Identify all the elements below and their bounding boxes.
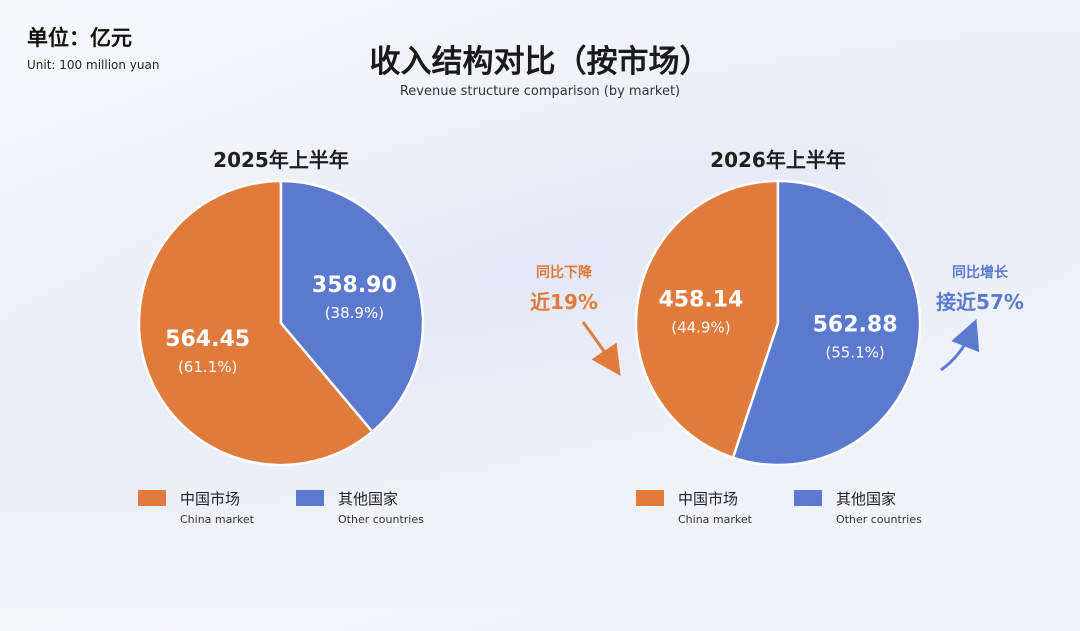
page-subtitle: Revenue structure comparison (by market) — [399, 84, 681, 99]
legend-label-cn: 其他国家 — [836, 490, 897, 508]
legend-swatch-china — [138, 490, 166, 506]
legend-swatch-china — [636, 490, 664, 506]
pie-slice-china — [137, 179, 375, 467]
legend-label-en: China market — [678, 513, 752, 526]
legend-other-2026: 其他国家 Other countries — [794, 488, 922, 526]
pie-slice-china — [634, 179, 780, 460]
data-label-percent: (44.9%) — [671, 318, 730, 336]
page-title: 收入结构对比（按市场） — [369, 44, 711, 80]
decline-line1: 同比下降 — [536, 265, 592, 281]
decline-line2: 近19% — [530, 290, 598, 314]
chart-title-2026: 2026年上半年 — [710, 148, 846, 172]
data-label-value: 458.14 — [658, 287, 743, 312]
unit-cn: 单位：亿元 — [27, 26, 132, 50]
data-label-percent: (55.1%) — [825, 344, 884, 362]
legend-label-en: China market — [180, 513, 254, 526]
data-label-value: 564.45 — [165, 327, 250, 352]
legend-label-cn: 中国市场 — [678, 490, 739, 508]
legend-label-cn: 其他国家 — [338, 490, 399, 508]
growth-annotation: 同比增长 接近57% — [928, 262, 1032, 315]
data-label-value: 358.90 — [312, 273, 397, 298]
decline-arrow — [581, 321, 621, 376]
legend-other-2025: 其他国家 Other countries — [296, 488, 424, 526]
pie-2025: 564.45 (61.1%) 358.90 (38.9%) — [137, 179, 425, 467]
data-label-percent: (61.1%) — [178, 358, 237, 376]
unit-en: Unit: 100 million yuan — [27, 58, 160, 72]
legend-label-en: Other countries — [338, 513, 424, 526]
pie-2026: 458.14 (44.9%) 562.88 (55.1%) — [634, 179, 922, 467]
growth-line1: 同比增长 — [952, 265, 1008, 281]
pie-charts: 564.45 (61.1%) 358.90 (38.9%) 458.14 (44.9%)… — [137, 179, 980, 467]
legend-swatch-other — [794, 490, 822, 506]
data-label-percent: (38.9%) — [325, 304, 384, 322]
legend-label-en: Other countries — [836, 513, 922, 526]
legend-label-cn: 中国市场 — [180, 490, 241, 508]
legend-swatch-other — [296, 490, 324, 506]
pie-slice-other — [279, 179, 425, 434]
data-label-value: 562.88 — [813, 313, 898, 338]
pie-slice-other — [731, 179, 922, 467]
legend-china-2026: 中国市场 China market — [636, 488, 752, 526]
unit-block: 单位：亿元 Unit: 100 million yuan — [27, 22, 159, 72]
legend-china-2025: 中国市场 China market — [138, 488, 254, 526]
chart-title-2025: 2025年上半年 — [213, 148, 349, 172]
growth-line2: 接近57% — [936, 290, 1024, 314]
decline-annotation: 同比下降 近19% — [514, 262, 614, 315]
growth-arrow — [940, 318, 980, 372]
